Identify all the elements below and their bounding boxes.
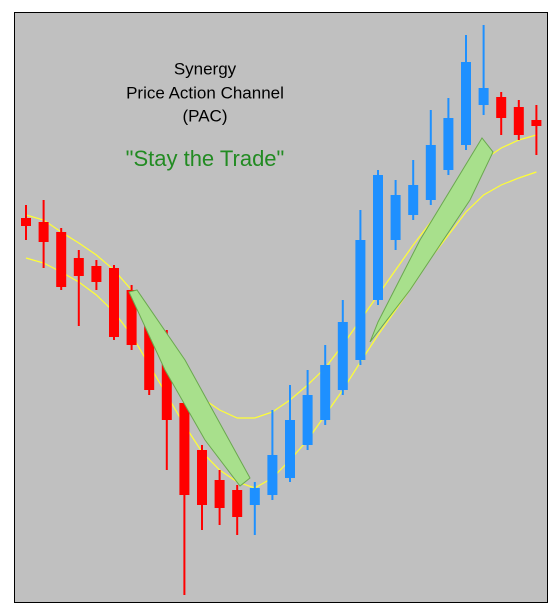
candle-body <box>373 175 383 300</box>
candle-body <box>408 185 419 215</box>
candle-body <box>73 258 84 276</box>
annotation: "Stay the Trade" <box>126 146 285 171</box>
candle-body <box>91 266 102 282</box>
title-line: (PAC) <box>182 106 227 125</box>
candle-body <box>109 268 119 337</box>
candle-body <box>390 195 401 240</box>
candle-body <box>320 365 331 420</box>
title-line: Price Action Channel <box>126 83 284 102</box>
candle-body <box>56 232 67 287</box>
candle-body <box>249 488 260 505</box>
candle-body <box>355 240 366 360</box>
plot-area <box>14 12 548 603</box>
candle-body <box>531 120 542 126</box>
title-line: Synergy <box>174 59 237 78</box>
highlight-shape <box>128 289 251 487</box>
candle-body <box>214 480 225 508</box>
candle-body <box>179 403 190 495</box>
candle-body <box>496 97 507 118</box>
candle-body <box>461 62 471 145</box>
candle-body <box>425 145 436 200</box>
candle-body <box>267 455 278 495</box>
candle-body <box>302 395 313 445</box>
candle-body <box>232 490 243 517</box>
candle-body <box>197 450 207 505</box>
candle-body <box>443 118 454 170</box>
candle-body <box>478 88 489 105</box>
candle-body <box>38 222 49 242</box>
candle-body <box>285 420 295 478</box>
candle-body <box>161 355 172 420</box>
candle-body <box>126 290 137 345</box>
candle-body <box>513 107 524 135</box>
highlight-shape <box>369 137 494 343</box>
candle-body <box>337 322 348 390</box>
candle-body <box>144 320 155 390</box>
candle-body <box>21 218 31 226</box>
